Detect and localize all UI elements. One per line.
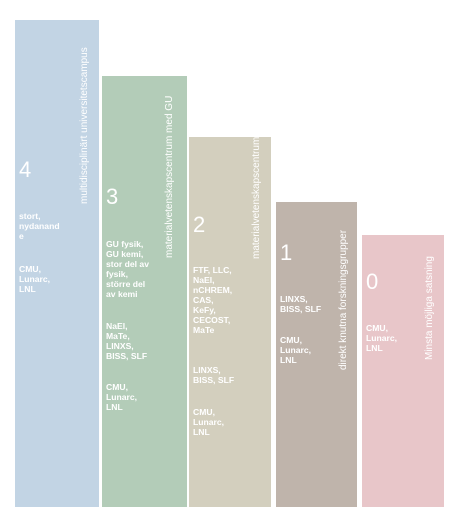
level-3-group-2: NaEl, MaTe, LINXS, BISS, SLF [106, 321, 148, 361]
level-4-number: 4 [19, 157, 32, 182]
level-3-group-1: GU fysik, GU kemi, stor del av fysik, st… [106, 239, 149, 299]
level-2-label: materialvetenskapscentrum [251, 136, 262, 259]
level-3-bar: 3 materialvetenskapscentrum med GU GU fy… [102, 76, 187, 507]
level-1-number: 1 [280, 240, 293, 265]
level-2-group-1: FTF, LLC, NaEl, nCHREM, CAS, KeFy, CECOS… [193, 265, 233, 335]
level-2-group-3: CMU, Lunarc, LNL [193, 407, 225, 437]
level-4-label: multidisciplinärt universitetscampus [79, 47, 90, 204]
level-4-group-1: stort, nydanand e [19, 211, 60, 241]
level-3-number: 3 [106, 184, 119, 209]
level-1-label: direkt knutna forskningsgrupper [338, 229, 349, 370]
level-4-bar: 4 multidisciplinärt universitetscampus s… [15, 20, 99, 507]
level-1-group-2: CMU, Lunarc, LNL [280, 335, 312, 365]
level-0-number: 0 [366, 269, 379, 294]
level-2-group-2: LINXS, BISS, SLF [193, 365, 235, 385]
level-2-bar: 2 materialvetenskapscentrum FTF, LLC, Na… [189, 137, 271, 507]
level-1-bar: 1 direkt knutna forskningsgrupper LINXS,… [276, 202, 357, 507]
level-3-label: materialvetenskapscentrum med GU [164, 95, 175, 258]
level-0-group-1: CMU, Lunarc, LNL [366, 323, 398, 353]
level-4-group-2: CMU, Lunarc, LNL [19, 264, 51, 294]
level-2-number: 2 [193, 212, 206, 237]
level-0-bar: 0 Minsta möjliga satsning CMU, Lunarc, L… [362, 235, 444, 507]
level-0-label: Minsta möjliga satsning [424, 256, 435, 360]
level-1-group-1: LINXS, BISS, SLF [280, 294, 322, 314]
level-3-group-3: CMU, Lunarc, LNL [106, 382, 138, 412]
